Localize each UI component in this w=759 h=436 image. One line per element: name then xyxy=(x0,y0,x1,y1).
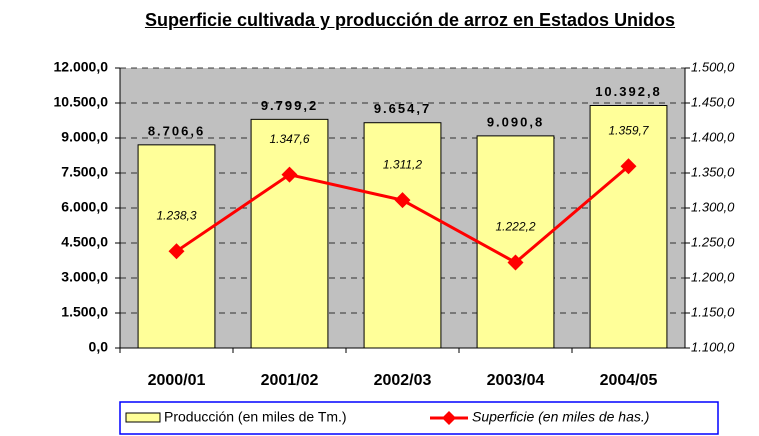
y-tick-label: 12.000,0 xyxy=(54,59,109,75)
marker xyxy=(620,158,637,175)
y2-tick-label: 1.250,0 xyxy=(691,234,735,249)
y2-tick-label: 1.300,0 xyxy=(691,199,735,214)
x-tick-label: 2003/04 xyxy=(487,372,545,389)
line-value-label: 1.359,7 xyxy=(608,123,649,137)
y-tick-label: 0,0 xyxy=(89,339,109,355)
line-value-label: 1.238,3 xyxy=(156,208,196,222)
bar-value-label: 8.706,6 xyxy=(148,123,205,138)
legend xyxy=(119,401,719,435)
y-tick-label: 10.500,0 xyxy=(54,94,109,110)
marker xyxy=(281,166,298,183)
legend-label: Producción (en miles de Tm.) xyxy=(164,409,347,425)
x-tick-label: 2002/03 xyxy=(374,372,432,389)
y-tick-label: 4.500,0 xyxy=(61,234,108,250)
line-value-label: 1.311,2 xyxy=(383,157,422,171)
legend-swatch xyxy=(442,411,456,425)
marker xyxy=(394,192,411,209)
x-tick-label: 2004/05 xyxy=(600,372,658,389)
bar-value-label: 9.654,7 xyxy=(374,101,431,116)
marker xyxy=(507,254,524,271)
bar-value-label: 10.392,8 xyxy=(595,84,662,99)
bar xyxy=(250,118,329,349)
x-tick-label: 2001/02 xyxy=(261,372,319,389)
y2-tick-label: 1.150,0 xyxy=(691,304,735,319)
y-tick-label: 6.000,0 xyxy=(61,199,108,215)
y2-tick-label: 1.400,0 xyxy=(691,129,735,144)
line-value-label: 1.222,2 xyxy=(495,220,535,234)
legend-label: Superficie (en miles de has.) xyxy=(472,409,649,425)
chart-title: Superficie cultivada y producción de arr… xyxy=(144,10,676,30)
y2-tick-label: 1.350,0 xyxy=(691,164,735,179)
bar-value-label: 9.090,8 xyxy=(487,114,544,129)
y2-tick-label: 1.500,0 xyxy=(691,59,735,74)
y2-tick-label: 1.100,0 xyxy=(691,339,735,354)
x-tick-label: 2000/01 xyxy=(148,372,206,389)
y2-tick-label: 1.200,0 xyxy=(691,269,735,284)
bar xyxy=(363,122,442,349)
y-tick-label: 7.500,0 xyxy=(61,164,108,180)
marker xyxy=(168,243,185,260)
y-tick-label: 9.000,0 xyxy=(61,129,108,145)
legend-swatch xyxy=(125,412,161,423)
bar xyxy=(589,105,668,349)
y-tick-label: 3.000,0 xyxy=(61,269,108,285)
y2-tick-label: 1.450,0 xyxy=(691,94,735,109)
y-tick-label: 1.500,0 xyxy=(61,304,108,320)
bar xyxy=(476,135,555,349)
line-value-label: 1.347,6 xyxy=(269,132,309,146)
bar-value-label: 9.799,2 xyxy=(261,98,318,113)
